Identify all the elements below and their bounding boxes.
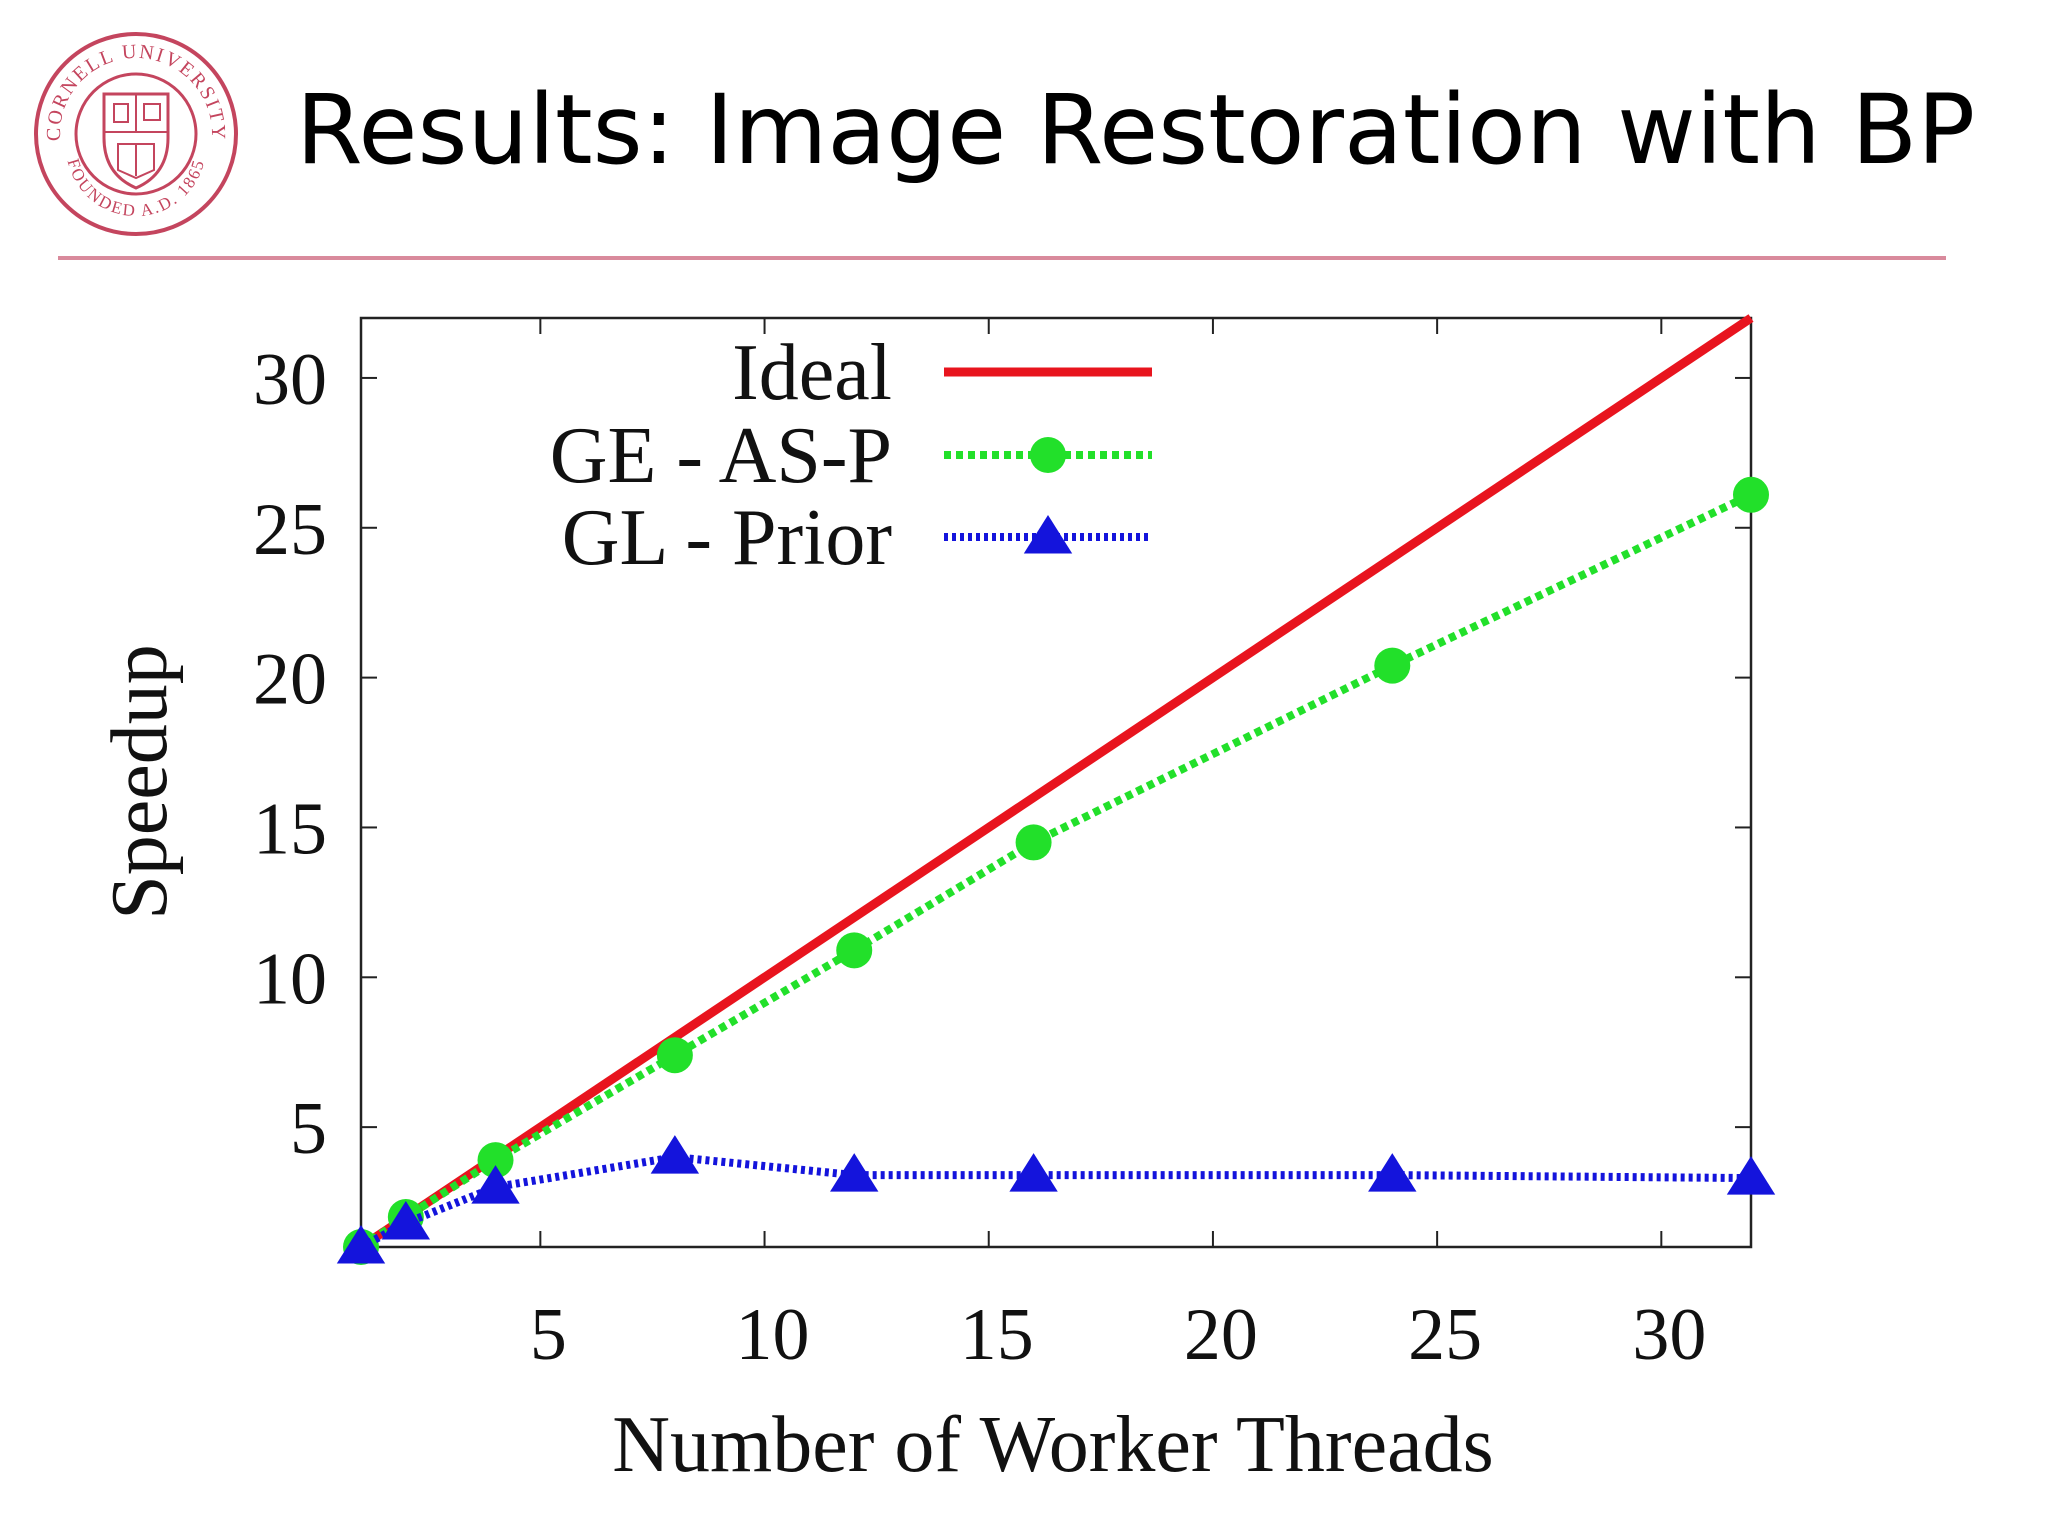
y-tick-label: 30	[253, 339, 327, 421]
legend-marker	[1023, 515, 1073, 554]
series-ge-as-p	[343, 476, 1769, 1265]
plot-border	[359, 316, 1753, 1249]
y-tick-label: 10	[253, 938, 327, 1020]
series-ideal	[358, 314, 1754, 1251]
y-tick-label: 5	[290, 1088, 327, 1170]
data-point	[830, 1153, 879, 1192]
data-point	[1015, 824, 1052, 861]
x-tick-label: 5	[530, 1294, 567, 1376]
series-layer	[336, 314, 1776, 1265]
data-point	[471, 1165, 520, 1204]
data-point	[336, 1225, 386, 1264]
data-point	[1009, 1153, 1058, 1192]
legend-item: Ideal	[732, 329, 1152, 417]
data-point	[836, 932, 873, 969]
data-point	[650, 1135, 700, 1174]
x-tick-label: 10	[736, 1294, 810, 1376]
legend-marker	[1030, 437, 1066, 473]
slide-title: Results: Image Restoration with BP	[296, 74, 1976, 186]
series-line	[358, 491, 1753, 1251]
x-axis-label: Number of Worker Threads	[612, 1401, 1493, 1489]
legend-label: Ideal	[732, 329, 892, 417]
data-point	[381, 1201, 431, 1240]
x-axis-ticks: 5 10 15 20 25 30	[530, 318, 1706, 1376]
legend-label: GL - Prior	[562, 494, 892, 582]
series-gl-prior	[336, 1135, 1776, 1264]
cornell-university-seal-icon: CORNELL UNIVERSITY FOUNDED A.D. 1865	[34, 32, 238, 236]
y-axis-ticks: 5 10 15 20 25 30	[253, 339, 1751, 1170]
data-point	[1368, 1153, 1417, 1192]
x-tick-label: 25	[1408, 1294, 1482, 1376]
legend-item: GL - Prior	[562, 494, 1152, 582]
plot-frame	[359, 316, 1753, 1249]
title-divider	[58, 256, 1946, 260]
x-tick-label: 15	[960, 1294, 1034, 1376]
y-axis-label: Speedup	[96, 644, 184, 920]
data-point	[477, 1142, 514, 1179]
series-line	[358, 314, 1754, 1251]
y-tick-label: 20	[253, 639, 327, 721]
x-tick-label: 20	[1184, 1294, 1258, 1376]
data-point	[1733, 476, 1769, 513]
y-tick-label: 15	[253, 788, 327, 870]
y-tick-label: 25	[253, 489, 327, 571]
series-line	[359, 1153, 1752, 1251]
data-point	[656, 1037, 693, 1074]
data-point	[1374, 647, 1411, 684]
legend-item: GE - AS-P	[550, 412, 1152, 500]
x-tick-label: 30	[1632, 1294, 1706, 1376]
data-point	[1726, 1156, 1776, 1195]
legend-label: GE - AS-P	[550, 412, 892, 500]
